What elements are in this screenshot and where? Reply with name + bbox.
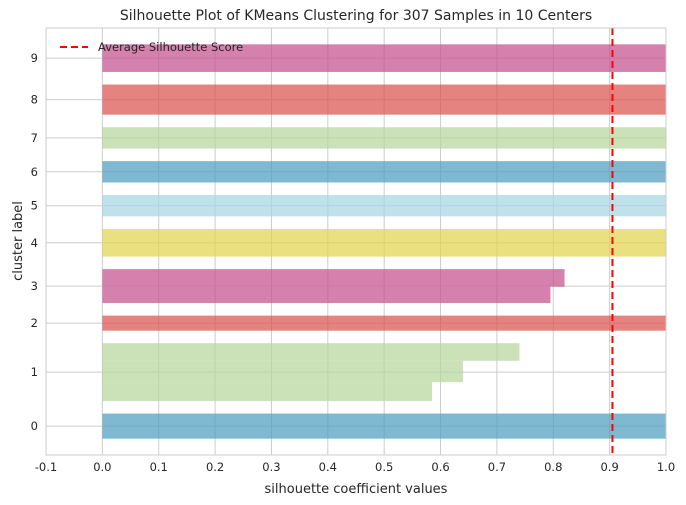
y-axis-label: cluster label xyxy=(11,201,26,281)
silhouette-bar-cluster-6 xyxy=(102,161,666,183)
silhouette-bar-cluster-1 xyxy=(102,343,520,361)
silhouette-bar-cluster-1 xyxy=(102,382,433,401)
y-tick-label: 7 xyxy=(31,131,38,145)
silhouette-bar-cluster-3 xyxy=(102,286,551,304)
silhouette-bar-cluster-3 xyxy=(102,269,565,287)
y-tick-label: 5 xyxy=(31,199,38,213)
x-tick-label: 0.6 xyxy=(431,460,449,474)
y-tick-label: 6 xyxy=(31,165,38,179)
x-tick-label: 1.0 xyxy=(657,460,675,474)
plot-frame xyxy=(45,27,667,456)
y-tick-label: 4 xyxy=(31,236,38,250)
y-tick-label: 8 xyxy=(31,93,38,107)
silhouette-bar-cluster-9 xyxy=(102,44,666,72)
x-tick-labels: -0.1 0.0 0.1 0.2 0.3 0.4 0.5 0.6 0.7 0.8 0.9 1.0 xyxy=(35,460,675,474)
y-tick-label: 9 xyxy=(31,51,38,65)
x-axis-label: silhouette coefficient values xyxy=(265,482,448,497)
legend-label-average: Average Silhouette Score xyxy=(98,40,243,54)
y-tick-label: 2 xyxy=(31,316,38,330)
silhouette-bar-cluster-0 xyxy=(102,413,666,439)
silhouette-bar-cluster-5 xyxy=(102,195,666,217)
silhouette-bar-cluster-1 xyxy=(102,360,464,383)
x-tick-label: 0.1 xyxy=(150,460,168,474)
chart-title: Silhouette Plot of KMeans Clustering for… xyxy=(120,8,592,24)
x-tick-label: 0.5 xyxy=(375,460,393,474)
x-tick-label: -0.1 xyxy=(35,460,57,474)
silhouette-bar-cluster-2 xyxy=(102,315,666,331)
x-tick-label: 0.3 xyxy=(262,460,280,474)
legend: Average Silhouette Score xyxy=(60,40,243,54)
silhouette-bar-cluster-4 xyxy=(102,228,666,257)
y-tick-label: 0 xyxy=(31,419,38,433)
x-tick-label: 0.7 xyxy=(488,460,506,474)
silhouette-bars xyxy=(102,44,666,439)
silhouette-bar-cluster-8 xyxy=(102,84,666,115)
y-tick-label: 3 xyxy=(31,279,38,293)
x-tick-label: 0.2 xyxy=(206,460,224,474)
y-tick-labels: 0 1 2 3 4 5 6 7 8 9 xyxy=(31,51,38,433)
x-tick-label: 0.9 xyxy=(600,460,618,474)
x-tick-label: 0.8 xyxy=(544,460,562,474)
silhouette-bar-cluster-7 xyxy=(102,127,666,149)
x-tick-label: 0.4 xyxy=(319,460,337,474)
x-tick-label: 0.0 xyxy=(93,460,111,474)
y-tick-label: 1 xyxy=(31,365,38,379)
